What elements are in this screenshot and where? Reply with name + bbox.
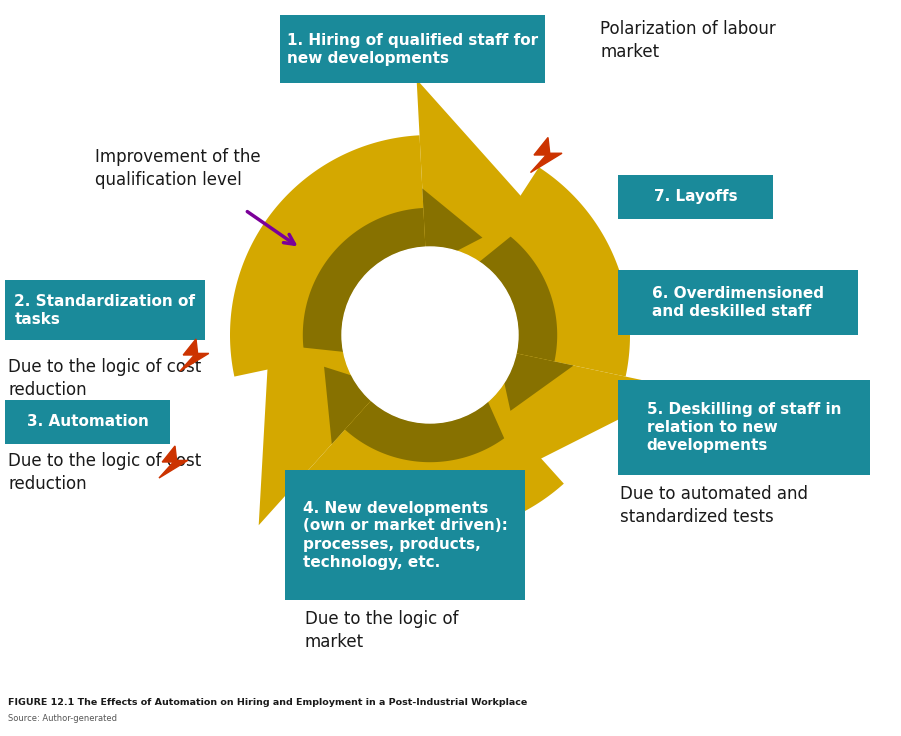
Polygon shape xyxy=(345,400,515,462)
Polygon shape xyxy=(180,339,209,371)
Text: Due to the logic of cost
reduction: Due to the logic of cost reduction xyxy=(8,452,201,493)
Text: Due to automated and
standardized tests: Due to automated and standardized tests xyxy=(620,485,808,526)
Text: Due to the logic of cost
reduction: Due to the logic of cost reduction xyxy=(8,358,201,399)
Text: 7. Layoffs: 7. Layoffs xyxy=(654,189,737,205)
FancyBboxPatch shape xyxy=(618,175,773,219)
Text: Source: Author-generated: Source: Author-generated xyxy=(8,714,117,723)
Polygon shape xyxy=(461,342,680,470)
Polygon shape xyxy=(259,344,408,526)
Text: FIGURE 12.1 The Effects of Automation on Hiring and Employment in a Post-Industr: FIGURE 12.1 The Effects of Automation on… xyxy=(8,698,527,707)
Polygon shape xyxy=(416,79,538,303)
FancyBboxPatch shape xyxy=(618,380,870,475)
Polygon shape xyxy=(478,167,630,377)
Text: 2. Standardization of
tasks: 2. Standardization of tasks xyxy=(14,294,196,327)
Polygon shape xyxy=(478,228,557,361)
FancyBboxPatch shape xyxy=(285,470,525,600)
Circle shape xyxy=(342,247,518,423)
Text: Polarization of labour
market: Polarization of labour market xyxy=(600,20,776,61)
Text: 1. Hiring of qualified staff for
new developments: 1. Hiring of qualified staff for new dev… xyxy=(287,32,538,66)
FancyBboxPatch shape xyxy=(5,280,205,340)
Text: 4. New developments
(own or market driven):
processes, products,
technology, etc: 4. New developments (own or market drive… xyxy=(303,500,507,570)
Polygon shape xyxy=(497,349,574,411)
Text: 6. Overdimensioned
and deskilled staff: 6. Overdimensioned and deskilled staff xyxy=(652,286,824,319)
Text: 5. Deskilling of staff in
relation to new
developments: 5. Deskilling of staff in relation to ne… xyxy=(647,402,842,453)
Text: Improvement of the
qualification level: Improvement of the qualification level xyxy=(95,148,260,189)
Text: 3. Automation: 3. Automation xyxy=(26,414,149,430)
Polygon shape xyxy=(296,400,564,535)
FancyBboxPatch shape xyxy=(5,400,170,444)
Polygon shape xyxy=(324,367,384,444)
Polygon shape xyxy=(423,188,482,266)
FancyBboxPatch shape xyxy=(618,270,858,335)
Polygon shape xyxy=(303,208,425,361)
Polygon shape xyxy=(531,138,562,172)
Polygon shape xyxy=(159,446,187,478)
FancyBboxPatch shape xyxy=(280,15,545,83)
Polygon shape xyxy=(230,135,425,377)
Text: Due to the logic of
market: Due to the logic of market xyxy=(305,610,459,651)
